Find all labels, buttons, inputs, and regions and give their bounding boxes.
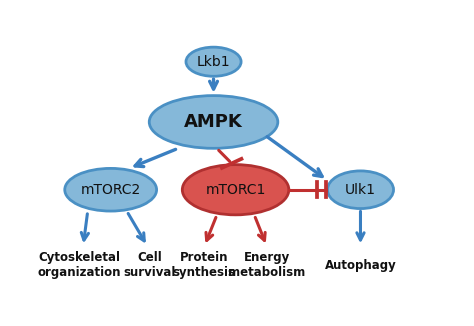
Text: Lkb1: Lkb1 <box>197 55 230 69</box>
Text: mTORC1: mTORC1 <box>205 183 266 197</box>
Text: Autophagy: Autophagy <box>325 259 396 272</box>
Ellipse shape <box>149 96 278 148</box>
Ellipse shape <box>182 165 289 215</box>
Text: Cell
survival: Cell survival <box>123 251 175 279</box>
Ellipse shape <box>186 47 241 76</box>
Text: Ulk1: Ulk1 <box>345 183 376 197</box>
Ellipse shape <box>65 169 156 211</box>
Text: Protein
synthesis: Protein synthesis <box>173 251 236 279</box>
Text: Cytoskeletal
organization: Cytoskeletal organization <box>38 251 121 279</box>
Text: AMPK: AMPK <box>184 113 243 131</box>
Text: mTORC2: mTORC2 <box>81 183 141 197</box>
Text: Energy
metabolism: Energy metabolism <box>228 251 305 279</box>
Ellipse shape <box>328 171 393 209</box>
